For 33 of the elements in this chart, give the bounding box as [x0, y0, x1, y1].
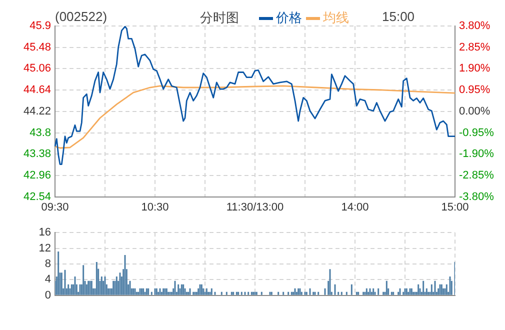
y-tick-label: 45.48: [23, 41, 51, 54]
y-tick-label: 12: [38, 242, 51, 254]
x-tick-label: 11:30/13:00: [226, 201, 284, 214]
legend-label: 均线: [323, 10, 349, 25]
x-tick-label: 14:00: [341, 201, 369, 214]
y2-tick-label: 0.95%: [459, 84, 490, 96]
y2-tick-label: 1.90%: [459, 62, 490, 75]
y-tick-label: 44.64: [23, 84, 51, 96]
x-tick-label: 10:30: [141, 201, 169, 214]
y2-tick-label: -1.90%: [459, 148, 494, 160]
y-tick-label: 8: [44, 258, 51, 270]
y2-tick-label: 3.80%: [459, 20, 490, 32]
chart-subtitle: 分时图: [200, 9, 239, 27]
chart-title: (002522): [55, 9, 108, 24]
y2-tick-label: -2.85%: [459, 169, 494, 182]
y2-tick-label: 0.00%: [459, 105, 490, 118]
y-tick-label: 16: [38, 226, 51, 239]
legend-label: 价格: [276, 10, 302, 25]
text: 15:00: [382, 9, 415, 24]
y-tick-label: 0: [44, 289, 51, 302]
x-tick-label: 09:30: [41, 201, 69, 214]
y-tick-label: 43.8: [30, 126, 51, 139]
y-tick-label: 45.06: [23, 62, 51, 75]
y-tick-label: 43.38: [23, 148, 51, 160]
y-tick-label: 44.22: [23, 105, 51, 118]
y-tick-label: 42.54: [23, 190, 51, 203]
y2-tick-label: 2.85%: [459, 41, 490, 54]
x-tick-label: 15:00: [441, 201, 469, 214]
y-tick-label: 45.9: [30, 20, 51, 32]
y-tick-label: 42.96: [23, 169, 51, 182]
y2-tick-label: -0.95%: [459, 126, 494, 139]
y2-tick-label: -3.80%: [459, 190, 494, 203]
y-tick-label: 4: [44, 274, 51, 286]
